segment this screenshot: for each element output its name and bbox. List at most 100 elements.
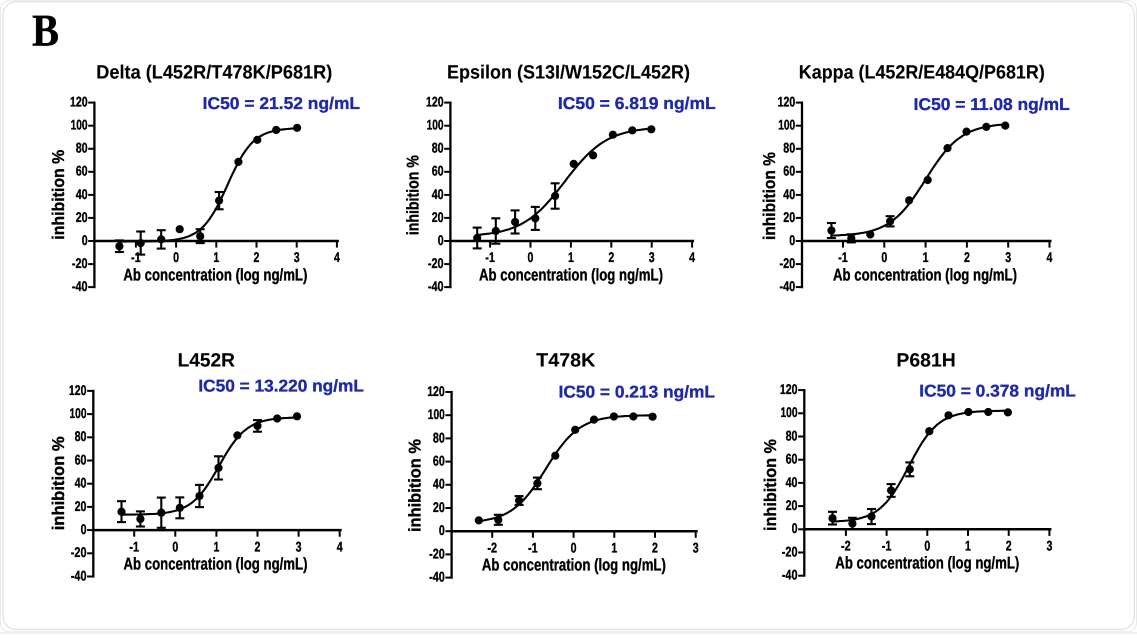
svg-text:-1: -1 — [129, 538, 139, 554]
svg-text:20: 20 — [75, 498, 87, 514]
svg-text:60: 60 — [433, 453, 445, 469]
svg-text:2: 2 — [608, 249, 614, 265]
svg-text:-20: -20 — [780, 255, 796, 271]
svg-text:2: 2 — [254, 249, 260, 265]
svg-text:2: 2 — [255, 538, 261, 554]
svg-text:20: 20 — [786, 497, 798, 513]
svg-text:Delta (L452R/T478K/P681R): Delta (L452R/T478K/P681R) — [96, 62, 332, 83]
svg-text:100: 100 — [781, 404, 798, 420]
svg-text:IC50 = 0.213 ng/mL: IC50 = 0.213 ng/mL — [559, 382, 716, 401]
svg-text:0: 0 — [81, 521, 87, 537]
svg-text:0: 0 — [789, 232, 795, 248]
svg-text:80: 80 — [76, 140, 88, 156]
svg-text:-20: -20 — [71, 544, 87, 560]
svg-text:80: 80 — [433, 429, 445, 445]
svg-text:-1: -1 — [528, 539, 538, 555]
svg-text:Ab concentration (log ng/mL): Ab concentration (log ng/mL) — [479, 266, 663, 285]
svg-text:4: 4 — [334, 249, 340, 265]
svg-text:inhibition %: inhibition % — [403, 155, 422, 235]
svg-text:-20: -20 — [428, 255, 444, 271]
svg-text:-20: -20 — [782, 543, 798, 559]
svg-text:80: 80 — [75, 428, 87, 444]
svg-text:0: 0 — [792, 520, 798, 536]
svg-text:-40: -40 — [429, 569, 445, 585]
svg-text:40: 40 — [76, 186, 88, 202]
svg-text:3: 3 — [1005, 249, 1011, 265]
svg-text:120: 120 — [70, 94, 88, 110]
svg-text:-40: -40 — [782, 567, 798, 583]
svg-text:-40: -40 — [780, 278, 796, 294]
svg-text:100: 100 — [778, 117, 795, 133]
svg-text:inhibition %: inhibition % — [49, 150, 68, 240]
svg-text:T478K: T478K — [536, 350, 595, 371]
svg-text:1: 1 — [213, 249, 219, 265]
svg-text:Ab concentration (log ng/mL): Ab concentration (log ng/mL) — [835, 554, 1019, 573]
svg-text:-2: -2 — [487, 539, 497, 555]
svg-text:3: 3 — [649, 249, 655, 265]
svg-text:IC50 = 13.220 ng/mL: IC50 = 13.220 ng/mL — [198, 376, 364, 395]
svg-text:3: 3 — [1046, 538, 1052, 554]
svg-text:inhibition %: inhibition % — [760, 152, 779, 240]
svg-text:inhibition %: inhibition % — [49, 436, 68, 530]
svg-text:-1: -1 — [131, 249, 141, 265]
svg-text:0: 0 — [438, 232, 444, 248]
svg-text:Ab concentration (log ng/mL): Ab concentration (log ng/mL) — [482, 556, 666, 575]
svg-text:L452R: L452R — [178, 350, 236, 371]
svg-text:Epsilon (S13I/W152C/L452R): Epsilon (S13I/W152C/L452R) — [447, 62, 690, 83]
svg-text:0: 0 — [528, 249, 534, 265]
svg-text:IC50 = 21.52 ng/mL: IC50 = 21.52 ng/mL — [203, 94, 360, 113]
svg-text:1: 1 — [568, 249, 574, 265]
svg-text:IC50 = 6.819 ng/mL: IC50 = 6.819 ng/mL — [558, 94, 716, 113]
svg-text:IC50 = 0.378 ng/mL: IC50 = 0.378 ng/mL — [919, 381, 1076, 400]
svg-text:2: 2 — [652, 539, 658, 555]
svg-text:60: 60 — [432, 163, 444, 179]
svg-text:-20: -20 — [429, 545, 445, 561]
svg-text:100: 100 — [428, 406, 445, 422]
svg-text:1: 1 — [923, 249, 929, 265]
svg-text:100: 100 — [70, 405, 87, 421]
svg-text:40: 40 — [783, 186, 795, 202]
svg-text:-40: -40 — [428, 278, 444, 294]
svg-text:2: 2 — [1006, 538, 1012, 554]
svg-text:3: 3 — [693, 539, 699, 555]
svg-text:60: 60 — [76, 163, 88, 179]
svg-text:3: 3 — [294, 249, 300, 265]
svg-text:4: 4 — [689, 249, 695, 265]
svg-text:0: 0 — [571, 539, 577, 555]
svg-text:Ab concentration (log ng/mL): Ab concentration (log ng/mL) — [124, 554, 308, 573]
svg-text:0: 0 — [173, 249, 179, 265]
svg-text:1: 1 — [213, 538, 219, 554]
svg-text:4: 4 — [1047, 249, 1053, 265]
svg-text:80: 80 — [783, 140, 795, 156]
svg-text:-1: -1 — [838, 249, 848, 265]
svg-text:40: 40 — [786, 474, 798, 490]
svg-text:20: 20 — [433, 499, 445, 515]
svg-text:120: 120 — [780, 381, 798, 397]
svg-text:4: 4 — [337, 538, 343, 554]
svg-text:P681H: P681H — [896, 350, 955, 371]
svg-text:1: 1 — [611, 539, 617, 555]
svg-text:1: 1 — [965, 538, 971, 554]
svg-text:20: 20 — [432, 209, 444, 225]
svg-text:80: 80 — [786, 427, 798, 443]
svg-text:120: 120 — [426, 94, 444, 110]
svg-text:60: 60 — [783, 163, 795, 179]
svg-text:-20: -20 — [72, 255, 88, 271]
svg-text:Ab concentration (log ng/mL): Ab concentration (log ng/mL) — [833, 266, 1017, 285]
svg-text:60: 60 — [75, 451, 87, 467]
svg-text:inhibition %: inhibition % — [406, 439, 425, 532]
svg-text:IC50 = 11.08 ng/mL: IC50 = 11.08 ng/mL — [914, 95, 1070, 114]
svg-text:60: 60 — [786, 451, 798, 467]
svg-text:80: 80 — [432, 140, 444, 156]
svg-text:B: B — [32, 5, 59, 56]
svg-text:100: 100 — [71, 117, 88, 133]
svg-text:20: 20 — [76, 209, 88, 225]
svg-text:-40: -40 — [71, 567, 87, 583]
svg-text:120: 120 — [427, 383, 445, 399]
svg-text:inhibition %: inhibition % — [761, 439, 780, 531]
svg-text:0: 0 — [82, 232, 88, 248]
svg-text:Kappa (L452R/E484Q/P681R): Kappa (L452R/E484Q/P681R) — [799, 62, 1045, 83]
svg-text:40: 40 — [432, 186, 444, 202]
svg-text:40: 40 — [433, 476, 445, 492]
svg-text:0: 0 — [881, 249, 887, 265]
